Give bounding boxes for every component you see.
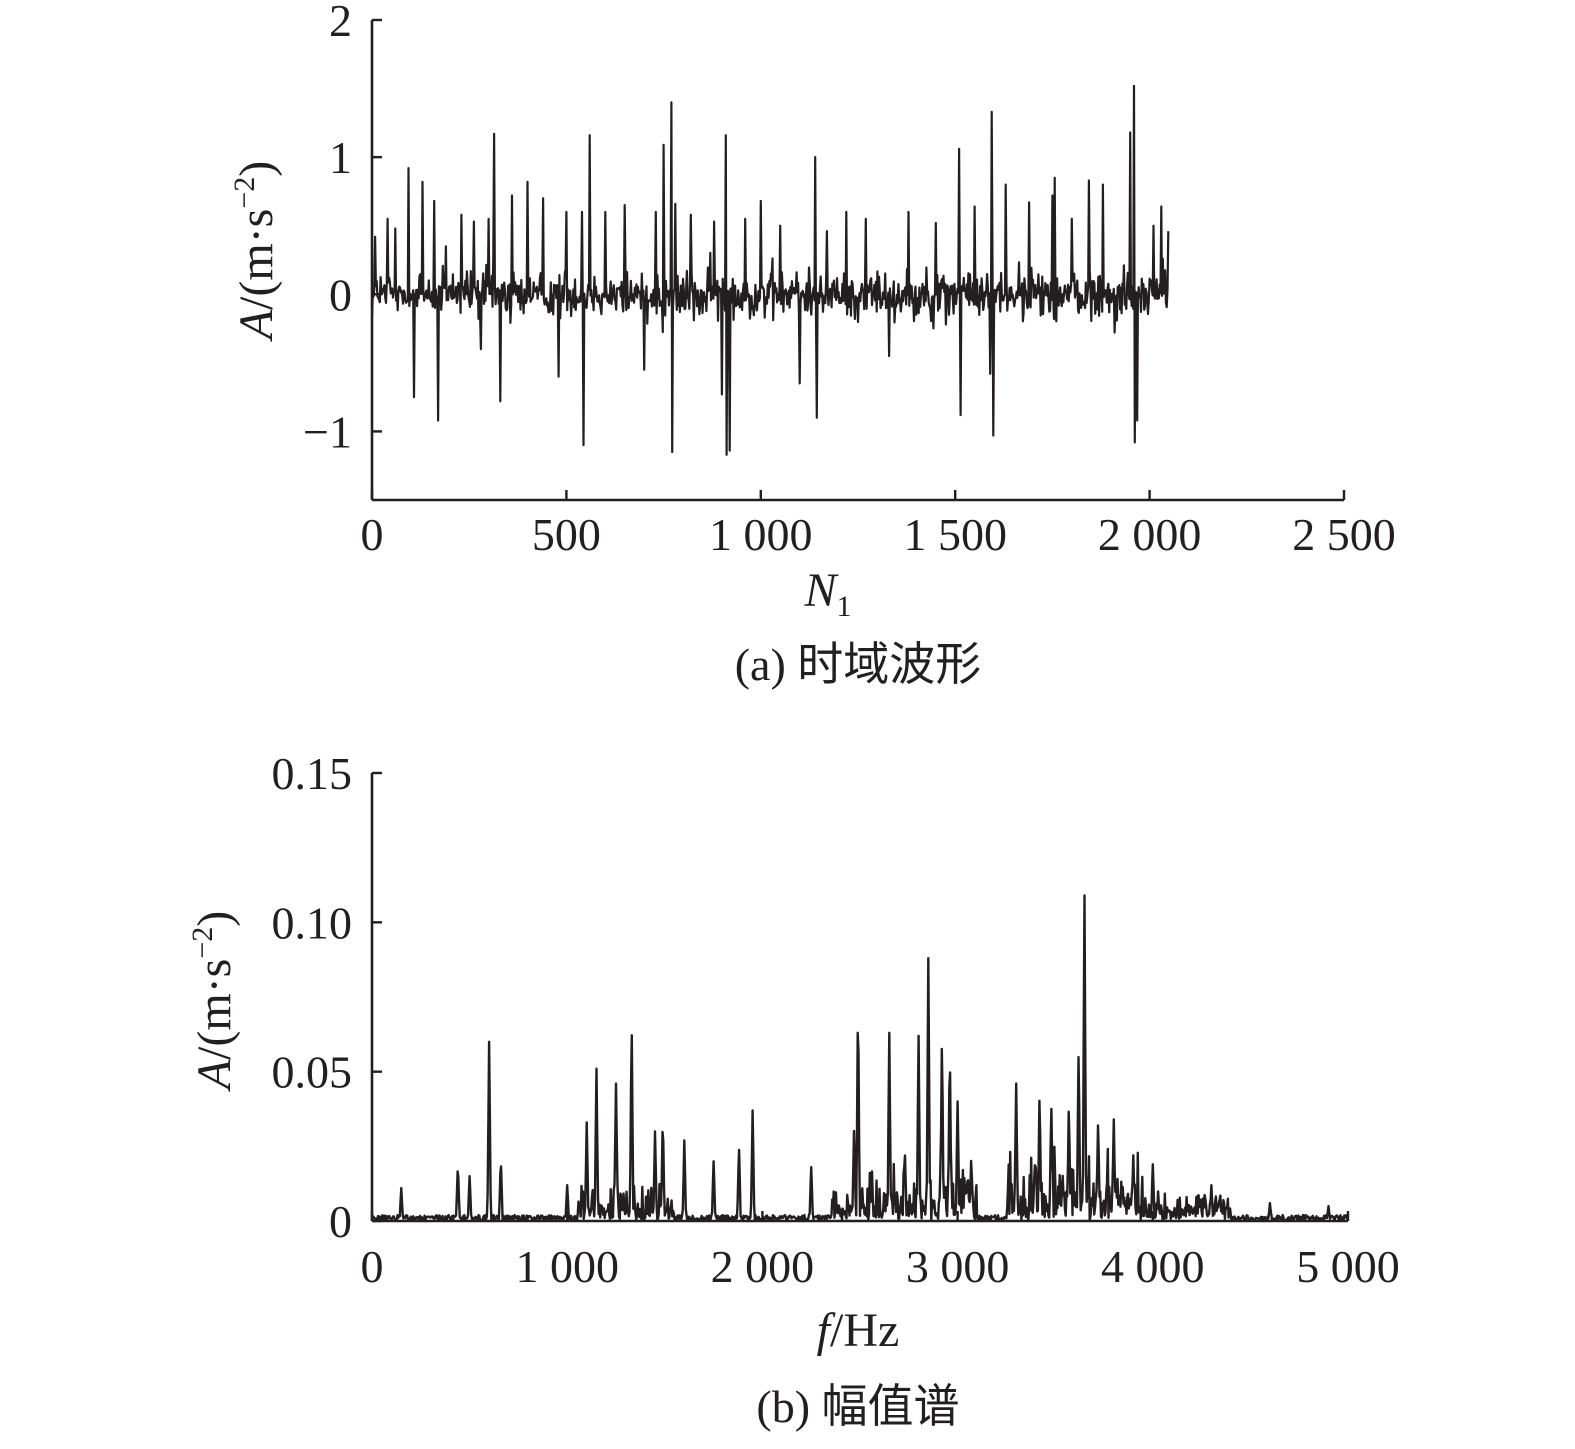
chart-b-y-axis-superscript: −2: [186, 927, 219, 959]
chart-b-x-axis-title: f/Hz: [817, 1304, 900, 1357]
chart-b-caption: (b) 幅值谱: [756, 1381, 959, 1432]
y-tick-label: 0.10: [272, 897, 353, 948]
x-tick-label: 1 000: [515, 1241, 619, 1292]
y-tick-label: 0: [329, 269, 352, 320]
chart-a-y-axis-variable: A: [230, 309, 283, 342]
chart-b-y-axis-title: A/(m·s−2): [186, 911, 241, 1093]
chart-b-y-ticks: 0 0.05 0.10 0.15: [272, 748, 382, 1247]
chart-a-caption: (a) 时域波形: [735, 639, 982, 690]
chart-b-x-ticks: 0 1 000 2 000 3 000 4 000 5 000: [361, 1211, 1400, 1292]
chart-b-y-axis-unit: /(m·s: [188, 959, 241, 1060]
chart-a-x-axis-title: N1: [803, 564, 851, 623]
chart-b-y-axis-variable: A: [188, 1059, 241, 1092]
x-tick-label: 5 000: [1296, 1241, 1400, 1292]
y-tick-label: 1: [329, 132, 352, 183]
y-tick-label: −1: [303, 406, 352, 457]
x-tick-label: 2 000: [1098, 509, 1202, 560]
x-tick-label: 2 500: [1292, 509, 1396, 560]
chart-b-y-axis-unit-close: ): [188, 911, 241, 927]
y-tick-label: 0: [329, 1196, 352, 1247]
x-tick-label: 2 000: [711, 1241, 815, 1292]
chart-a-y-axis-unit-close: ): [230, 161, 283, 177]
x-tick-label: 0: [361, 1241, 384, 1292]
chart-a-y-axis-title: A/(m·s−2): [228, 161, 283, 343]
chart-a-waveform-series: [370, 84, 1170, 456]
chart-b-x-axis-unit: /Hz: [830, 1304, 899, 1357]
x-tick-label: 1 500: [903, 509, 1007, 560]
x-tick-label: 4 000: [1101, 1241, 1205, 1292]
chart-a-x-ticks: 0 500 1 000 1 500 2 000 2 500: [361, 490, 1396, 560]
x-tick-label: 0: [361, 509, 384, 560]
chart-a-x-axis-subscript: 1: [837, 590, 852, 623]
chart-a-y-axis-unit: /(m·s: [230, 209, 283, 310]
chart-b-spectrum-series: [371, 894, 1350, 1223]
y-tick-label: 0.05: [272, 1047, 353, 1098]
chart-b: 0 1 000 2 000 3 000 4 000 5 000 0 0.05 0.10 0.15…: [186, 748, 1400, 1432]
chart-a-y-ticks: −1 0 1 2: [303, 0, 382, 457]
x-tick-label: 1 000: [709, 509, 813, 560]
x-tick-label: 500: [532, 509, 601, 560]
chart-a-y-axis-superscript: −2: [228, 177, 261, 209]
chart-a-x-axis-variable: N: [803, 564, 839, 617]
y-tick-label: 2: [329, 0, 352, 46]
x-tick-label: 3 000: [906, 1241, 1010, 1292]
y-tick-label: 0.15: [272, 748, 353, 799]
